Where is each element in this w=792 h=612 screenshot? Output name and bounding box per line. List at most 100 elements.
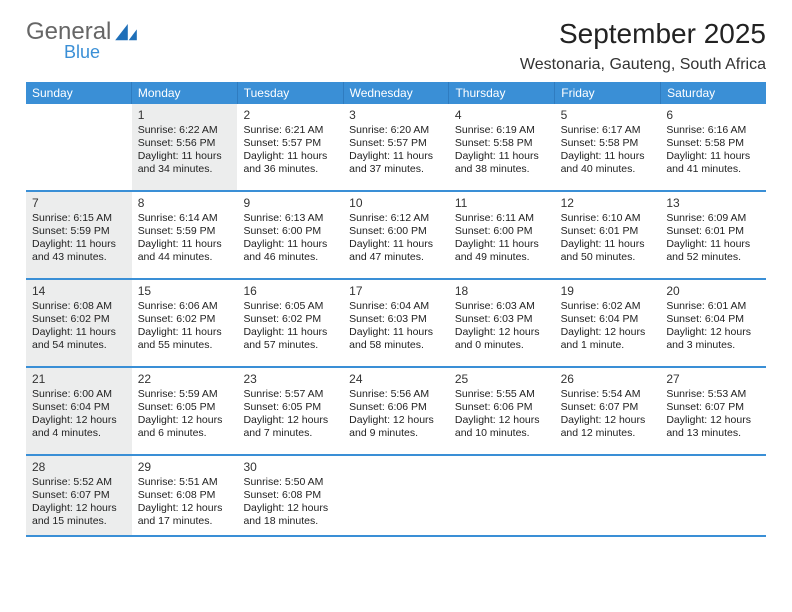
cell-line: Daylight: 12 hours — [561, 326, 655, 339]
cell-line: and 36 minutes. — [243, 163, 337, 176]
cell-line: Daylight: 11 hours — [32, 238, 126, 251]
day-header: Monday — [132, 82, 238, 104]
cell-line: and 10 minutes. — [455, 427, 549, 440]
cell-line: Sunrise: 5:52 AM — [32, 476, 126, 489]
calendar-cell: 1Sunrise: 6:22 AMSunset: 5:56 PMDaylight… — [132, 104, 238, 190]
day-number: 16 — [243, 284, 337, 298]
cell-line: Sunset: 5:58 PM — [666, 137, 760, 150]
cell-line: Daylight: 12 hours — [455, 326, 549, 339]
calendar-cell: 9Sunrise: 6:13 AMSunset: 6:00 PMDaylight… — [237, 192, 343, 278]
cell-line: and 13 minutes. — [666, 427, 760, 440]
calendar-cell: 30Sunrise: 5:50 AMSunset: 6:08 PMDayligh… — [237, 456, 343, 535]
cell-line: Sunrise: 6:13 AM — [243, 212, 337, 225]
cell-line: Daylight: 11 hours — [666, 238, 760, 251]
cell-line: Sunset: 6:07 PM — [666, 401, 760, 414]
cell-line: Sunrise: 6:10 AM — [561, 212, 655, 225]
sail-icon — [115, 24, 137, 42]
calendar-cell: 5Sunrise: 6:17 AMSunset: 5:58 PMDaylight… — [555, 104, 661, 190]
calendar-cell: 7Sunrise: 6:15 AMSunset: 5:59 PMDaylight… — [26, 192, 132, 278]
cell-line: Daylight: 11 hours — [666, 150, 760, 163]
cell-line: Sunrise: 5:54 AM — [561, 388, 655, 401]
cell-line: Sunrise: 5:51 AM — [138, 476, 232, 489]
cell-line: Sunset: 6:01 PM — [666, 225, 760, 238]
calendar-cell: 16Sunrise: 6:05 AMSunset: 6:02 PMDayligh… — [237, 280, 343, 366]
day-number: 13 — [666, 196, 760, 210]
cell-line: Sunset: 6:00 PM — [455, 225, 549, 238]
cell-line: Daylight: 12 hours — [32, 502, 126, 515]
cell-line: Sunrise: 5:53 AM — [666, 388, 760, 401]
calendar-cell: 11Sunrise: 6:11 AMSunset: 6:00 PMDayligh… — [449, 192, 555, 278]
cell-line: Sunset: 6:02 PM — [32, 313, 126, 326]
cell-line: Daylight: 11 hours — [455, 150, 549, 163]
calendar-cell: 17Sunrise: 6:04 AMSunset: 6:03 PMDayligh… — [343, 280, 449, 366]
day-number: 26 — [561, 372, 655, 386]
cell-line: Sunset: 6:07 PM — [32, 489, 126, 502]
day-number: 12 — [561, 196, 655, 210]
cell-line: Sunset: 6:04 PM — [561, 313, 655, 326]
cell-line: Sunset: 5:58 PM — [561, 137, 655, 150]
cell-line: Daylight: 11 hours — [561, 150, 655, 163]
cell-line: Sunset: 6:00 PM — [243, 225, 337, 238]
cell-line: Sunrise: 6:16 AM — [666, 124, 760, 137]
day-number: 25 — [455, 372, 549, 386]
cell-line: Sunset: 6:08 PM — [243, 489, 337, 502]
day-number: 21 — [32, 372, 126, 386]
cell-line: and 50 minutes. — [561, 251, 655, 264]
cell-line: Daylight: 12 hours — [243, 414, 337, 427]
cell-line: Sunset: 5:59 PM — [32, 225, 126, 238]
day-header: Sunday — [26, 82, 132, 104]
cell-line: Sunrise: 6:15 AM — [32, 212, 126, 225]
cell-line: Sunrise: 6:04 AM — [349, 300, 443, 313]
day-number: 4 — [455, 108, 549, 122]
day-number: 19 — [561, 284, 655, 298]
calendar-cell: 25Sunrise: 5:55 AMSunset: 6:06 PMDayligh… — [449, 368, 555, 454]
cell-line: Daylight: 11 hours — [32, 326, 126, 339]
cell-line: and 4 minutes. — [32, 427, 126, 440]
calendar-cell: 21Sunrise: 6:00 AMSunset: 6:04 PMDayligh… — [26, 368, 132, 454]
cell-line: Sunrise: 5:57 AM — [243, 388, 337, 401]
cell-line: Sunset: 5:57 PM — [243, 137, 337, 150]
day-header: Saturday — [661, 82, 766, 104]
cell-line: Daylight: 11 hours — [243, 238, 337, 251]
calendar-cell: 24Sunrise: 5:56 AMSunset: 6:06 PMDayligh… — [343, 368, 449, 454]
cell-line: Sunrise: 6:14 AM — [138, 212, 232, 225]
cell-line: Daylight: 11 hours — [349, 326, 443, 339]
calendar-cell: 12Sunrise: 6:10 AMSunset: 6:01 PMDayligh… — [555, 192, 661, 278]
cell-line: and 17 minutes. — [138, 515, 232, 528]
brand-word2: Blue — [64, 42, 100, 62]
day-number: 20 — [666, 284, 760, 298]
calendar-cell: 22Sunrise: 5:59 AMSunset: 6:05 PMDayligh… — [132, 368, 238, 454]
calendar-week: 1Sunrise: 6:22 AMSunset: 5:56 PMDaylight… — [26, 104, 766, 192]
day-number: 10 — [349, 196, 443, 210]
cell-line: Sunset: 6:07 PM — [561, 401, 655, 414]
cell-line: Daylight: 11 hours — [561, 238, 655, 251]
cell-line: and 7 minutes. — [243, 427, 337, 440]
day-number: 3 — [349, 108, 443, 122]
cell-line: Sunrise: 5:56 AM — [349, 388, 443, 401]
day-number: 27 — [666, 372, 760, 386]
cell-line: and 1 minute. — [561, 339, 655, 352]
cell-line: and 9 minutes. — [349, 427, 443, 440]
cell-line: Daylight: 12 hours — [32, 414, 126, 427]
day-header: Tuesday — [238, 82, 344, 104]
day-number: 29 — [138, 460, 232, 474]
cell-line: and 43 minutes. — [32, 251, 126, 264]
cell-line: Sunrise: 6:20 AM — [349, 124, 443, 137]
calendar-week: 21Sunrise: 6:00 AMSunset: 6:04 PMDayligh… — [26, 368, 766, 456]
day-number: 8 — [138, 196, 232, 210]
cell-line: and 37 minutes. — [349, 163, 443, 176]
day-header: Thursday — [449, 82, 555, 104]
day-number: 24 — [349, 372, 443, 386]
cell-line: Daylight: 12 hours — [138, 502, 232, 515]
cell-line: Sunrise: 6:05 AM — [243, 300, 337, 313]
cell-line: and 41 minutes. — [666, 163, 760, 176]
cell-line: Sunrise: 6:08 AM — [32, 300, 126, 313]
header: General Blue September 2025 Westonaria, … — [26, 18, 766, 74]
cell-line: and 47 minutes. — [349, 251, 443, 264]
calendar-cell: 28Sunrise: 5:52 AMSunset: 6:07 PMDayligh… — [26, 456, 132, 535]
cell-line: and 12 minutes. — [561, 427, 655, 440]
cell-line: Daylight: 11 hours — [138, 326, 232, 339]
calendar-cell: 27 Sunrise: 5:53 AMSunset: 6:07 PMDayligh… — [660, 368, 766, 454]
cell-line: and 0 minutes. — [455, 339, 549, 352]
cell-line: Daylight: 12 hours — [666, 414, 760, 427]
